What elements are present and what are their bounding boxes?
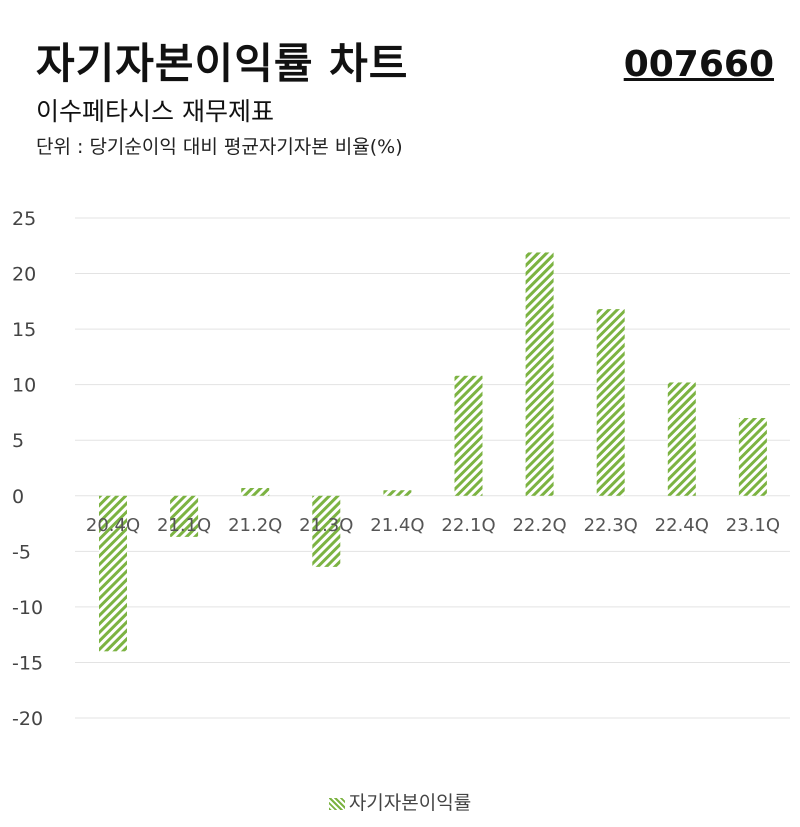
bar[interactable] bbox=[667, 382, 696, 496]
y-tick-label: -15 bbox=[12, 652, 43, 674]
bar[interactable] bbox=[170, 495, 199, 537]
legend-label: 자기자본이익률 bbox=[348, 792, 472, 814]
x-tick-label: 21.2Q bbox=[228, 515, 282, 536]
x-tick-label: 23.1Q bbox=[726, 515, 780, 536]
y-tick-label: 15 bbox=[12, 319, 36, 341]
bar[interactable] bbox=[525, 252, 554, 496]
x-tick-label: 22.1Q bbox=[441, 515, 495, 536]
unit-note: 단위 : 당기순이익 대비 평균자기자본 비율(%) bbox=[36, 136, 403, 158]
y-tick-label: -10 bbox=[12, 597, 43, 619]
bar[interactable] bbox=[241, 488, 270, 496]
y-tick-label: 10 bbox=[12, 375, 36, 397]
x-tick-label: 21.1Q bbox=[157, 515, 211, 536]
y-tick-label: -20 bbox=[12, 708, 43, 730]
chart-title: 자기자본이익률 차트 bbox=[36, 39, 409, 88]
y-tick-label: -5 bbox=[12, 541, 31, 563]
x-tick-label: 21.4Q bbox=[370, 515, 424, 536]
y-tick-label: 20 bbox=[12, 264, 36, 286]
bar[interactable] bbox=[596, 309, 625, 496]
x-tick-label: 22.3Q bbox=[584, 515, 638, 536]
x-tick-label: 22.2Q bbox=[512, 515, 566, 536]
x-tick-label: 22.4Q bbox=[655, 515, 709, 536]
stock-code-link[interactable]: 007660 bbox=[623, 44, 774, 85]
y-tick-label: 0 bbox=[12, 486, 24, 508]
y-tick-label: 25 bbox=[12, 208, 36, 230]
roe-bar-chart: 25 20 15 10 5 0 -5 -10 -15 -20 20.4Q 21.1Q 21.2Q 21.3… bbox=[12, 208, 790, 730]
bar[interactable] bbox=[383, 490, 412, 496]
x-tick-label: 21.3Q bbox=[299, 515, 353, 536]
y-tick-label: 5 bbox=[12, 430, 24, 452]
x-tick-label: 20.4Q bbox=[86, 515, 140, 536]
bar[interactable] bbox=[738, 418, 767, 496]
chart-subtitle: 이수페타시스 재무제표 bbox=[36, 97, 274, 126]
bar[interactable] bbox=[99, 495, 127, 652]
bar[interactable] bbox=[312, 495, 341, 567]
bar[interactable] bbox=[454, 375, 483, 496]
chart-legend: 자기자본이익률 bbox=[0, 788, 800, 815]
legend-swatch bbox=[328, 797, 345, 810]
